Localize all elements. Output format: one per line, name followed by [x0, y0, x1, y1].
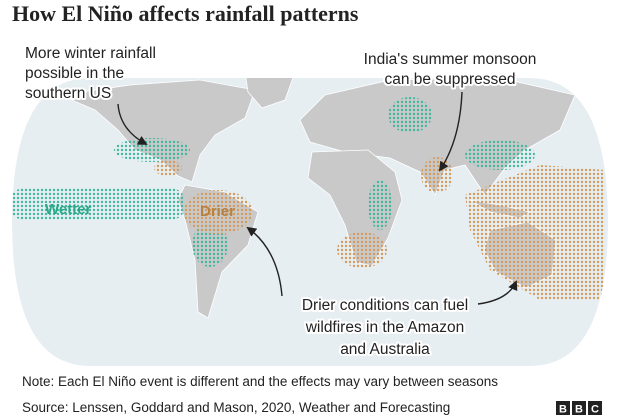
wetter-region	[368, 180, 392, 230]
arrow	[438, 91, 463, 172]
world-map	[12, 78, 608, 366]
greenland	[244, 78, 296, 109]
drier-region	[154, 160, 182, 176]
drier-region	[183, 190, 253, 234]
annotation: and Australia	[340, 341, 430, 358]
arrow	[117, 103, 148, 145]
drier-region	[337, 232, 387, 268]
wetter-label: Wetter	[45, 201, 92, 218]
annotation: can be suppressed	[385, 71, 516, 88]
north-america	[58, 79, 256, 183]
wetter-region	[388, 97, 432, 133]
bbc-logo: B B C	[556, 401, 602, 416]
annotation: wildfires in the Amazon	[305, 319, 465, 336]
annotation: Drier conditions can fuel	[302, 297, 468, 314]
drier-label: Drier	[200, 203, 235, 220]
title: How El Niño affects rainfall patterns	[12, 1, 359, 26]
logo-letter: B	[575, 404, 583, 416]
annotation: India's summer monsoon	[364, 51, 537, 68]
drier-region	[421, 157, 453, 193]
wetter-region	[465, 140, 535, 170]
annotation: More winter rainfall	[25, 45, 156, 62]
annotation: southern US	[25, 85, 111, 102]
drier-region	[465, 165, 605, 300]
arrow	[246, 226, 283, 297]
source: Source: Lenssen, Goddard and Mason, 2020…	[22, 400, 450, 415]
wetter-region	[114, 138, 190, 162]
wetter-region	[192, 223, 228, 267]
note: Note: Each El Niño event is different an…	[22, 374, 498, 389]
annotation: possible in the	[25, 65, 124, 82]
logo-letter: C	[591, 404, 599, 416]
wetter-region	[12, 188, 185, 220]
arrow	[477, 280, 518, 305]
logo-letter: B	[559, 404, 567, 416]
